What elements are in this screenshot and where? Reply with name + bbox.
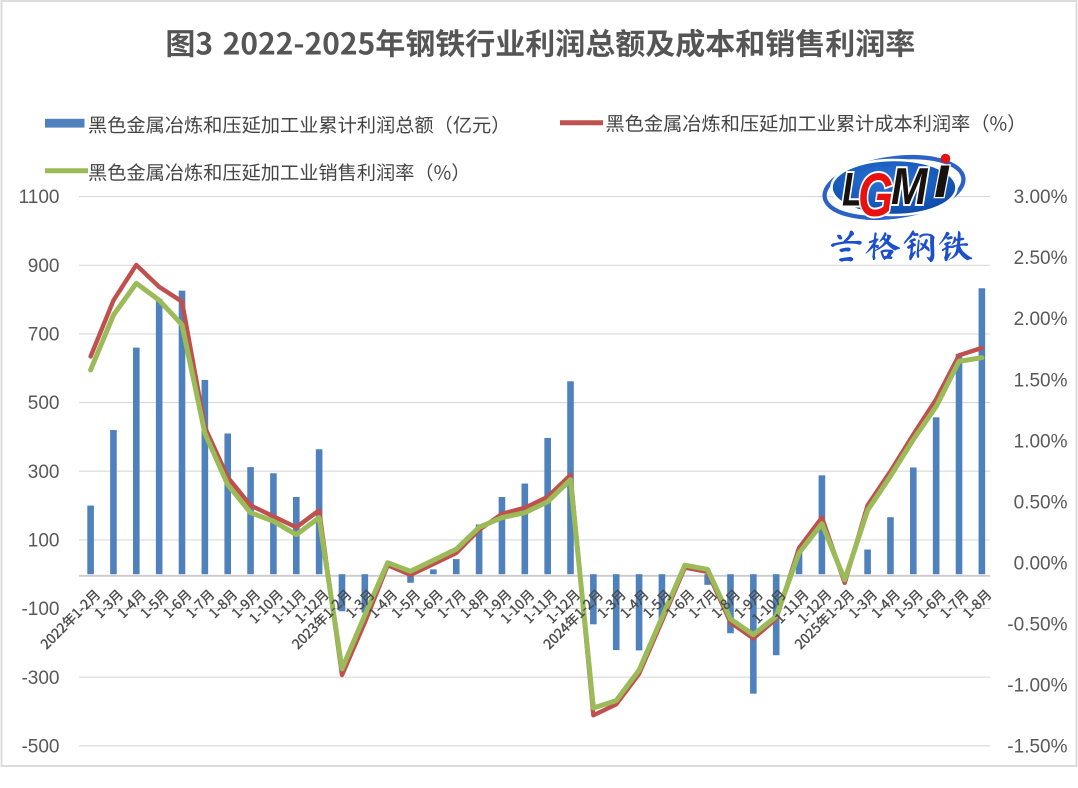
svg-text:300: 300 — [28, 462, 60, 483]
svg-text:1.00%: 1.00% — [1014, 431, 1068, 452]
svg-text:900: 900 — [28, 256, 60, 277]
svg-text:-100: -100 — [21, 599, 59, 620]
svg-text:-0.50%: -0.50% — [1007, 614, 1067, 635]
svg-text:3.00%: 3.00% — [1014, 187, 1068, 208]
svg-text:2.00%: 2.00% — [1014, 309, 1068, 330]
svg-text:700: 700 — [28, 325, 60, 346]
svg-text:-1.00%: -1.00% — [1007, 675, 1067, 696]
svg-text:0.00%: 0.00% — [1014, 553, 1068, 574]
svg-text:L: L — [842, 163, 864, 215]
svg-text:-500: -500 — [21, 736, 59, 757]
svg-text:0.50%: 0.50% — [1014, 492, 1068, 513]
svg-text:G: G — [858, 161, 893, 229]
svg-text:1100: 1100 — [19, 187, 60, 208]
svg-text:500: 500 — [28, 393, 60, 414]
svg-text:-1.50%: -1.50% — [1007, 736, 1067, 757]
svg-text:1.50%: 1.50% — [1014, 370, 1068, 391]
svg-text:2.50%: 2.50% — [1014, 248, 1068, 269]
svg-text:M: M — [891, 159, 928, 216]
svg-text:-300: -300 — [21, 668, 59, 689]
svg-text:100: 100 — [28, 531, 60, 552]
